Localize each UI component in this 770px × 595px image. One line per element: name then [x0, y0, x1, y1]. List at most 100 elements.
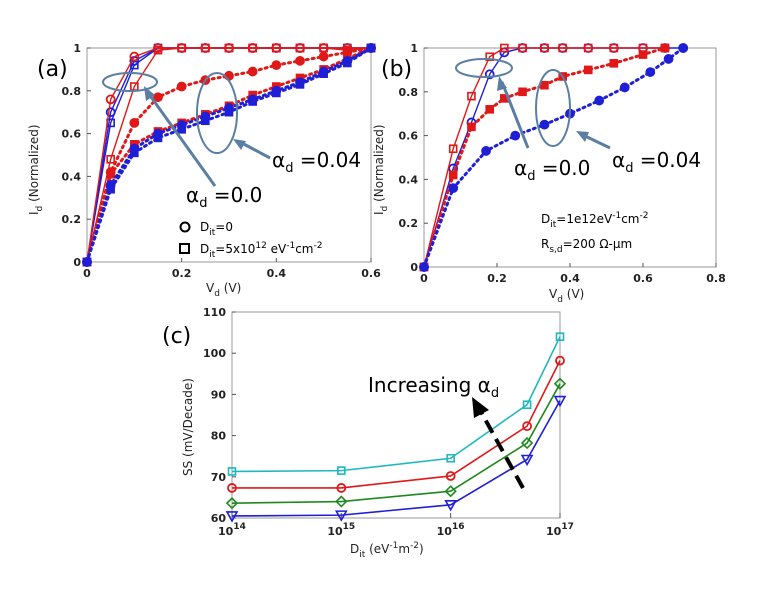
panel-b-series-line-1	[423, 47, 666, 268]
panel-c-ytick-label: 80	[211, 430, 227, 443]
panel-c-ylabel: SS (mV/Decade)	[181, 378, 195, 476]
panel-a-xtick-label: 0.2	[172, 267, 192, 280]
panel-a-series-4-point	[271, 60, 282, 71]
panel-b-series-2-point	[638, 50, 648, 59]
panel-a-series-5-point	[106, 169, 115, 179]
panel-b-series-2-point	[485, 105, 495, 114]
alpha-low-arrowhead	[144, 86, 155, 101]
panel-a-xtick-label: 0.6	[361, 267, 381, 280]
panel-b-ytick-label: 0	[410, 261, 418, 274]
panel-b-label: (b)	[381, 57, 412, 82]
panel-c-red-point	[227, 483, 237, 493]
panel-b-series-1-point	[609, 43, 619, 53]
panel-a-series-4-point	[247, 66, 258, 77]
panel-a-xtick-label: 0	[83, 267, 91, 280]
panel-a-series-3-point	[295, 43, 305, 53]
panel-b-series-3-point	[645, 67, 656, 77]
b-alpha-high-label: αd =0.04	[612, 148, 701, 176]
panel-a-ytick-label: 0.6	[62, 128, 82, 141]
svg-text:Id (Normalized): Id (Normalized)	[27, 124, 45, 215]
panel-a-series-4-point	[318, 51, 329, 62]
panel-b-ylabel: Id (Normalized)	[372, 124, 390, 215]
ylabel-rest: (Normalized)	[27, 124, 41, 201]
panel-c-red-point	[445, 471, 456, 481]
panel-c-blue-point	[520, 454, 534, 467]
panel-b-ytick-label: 0.8	[399, 86, 419, 99]
panel-c-red-point	[555, 355, 565, 366]
panel-c-ytick-label: 60	[211, 512, 227, 525]
panel-b-series-1-point	[540, 43, 549, 53]
panel-b-ytick-label: 0.4	[399, 173, 419, 186]
panel-c-xtick-label: 1016	[437, 522, 465, 538]
panel-a-series-2-point	[105, 94, 116, 105]
panel-b-series-1-point	[518, 43, 527, 53]
increasing-arrowhead	[472, 397, 489, 418]
panel-a-series-7-point	[295, 80, 305, 89]
panel-a-series-3-point	[153, 45, 163, 55]
legend-dit-5e12: Dit=5x1012 eV-1cm-2	[200, 241, 322, 260]
alpha-high-arrowhead	[233, 139, 246, 150]
panel-b-series-1-point	[558, 43, 568, 53]
panel-c-ytick-label: 90	[211, 388, 227, 401]
panel-b-series-3-point	[510, 130, 521, 141]
svg-text:Id (Normalized): Id (Normalized)	[372, 124, 390, 215]
panel-b-ytick-label: 1	[410, 42, 418, 55]
panel-a-ytick-label: 0.8	[62, 85, 82, 98]
legend-square-marker	[179, 243, 190, 254]
panel-a-ytick-label: 0.2	[62, 213, 82, 226]
b-dit-note: Dit=1e12eV-1cm-2	[541, 211, 648, 230]
panel-c-cyan-point	[337, 466, 346, 475]
panel-a-series-3-point	[224, 43, 234, 53]
panel-c-cyan-point	[522, 400, 532, 410]
panel-b-series-3-point	[539, 119, 550, 130]
panel-c-cyan-point	[555, 332, 565, 342]
panel-a-series-3-point	[106, 154, 115, 164]
panel-c-blue-point	[225, 511, 239, 523]
panel-c: 1014 1015 1016 1017 60 70 80 90 100 110 (c) SS (m…	[162, 306, 574, 560]
panel-b-ytick-label: 0.2	[399, 217, 419, 230]
panel-b-series-3-point	[594, 95, 605, 106]
panel-a-ytick-label: 0.4	[62, 170, 82, 183]
panel-b-series-2-point	[540, 80, 549, 90]
legend-dit-zero: Dit=0	[200, 220, 233, 238]
panel-b: 0 0.2 0.4 0.6 0.8 0 0.2 0.4 0.6 0.8 1 (b) Id (Norm…	[372, 42, 726, 305]
b-alpha-low-arrowhead	[497, 76, 507, 91]
panel-b-xlabel: Vd (V)	[549, 287, 584, 305]
panel-c-frame	[231, 311, 561, 519]
panel-b-series-line-3	[422, 46, 685, 269]
panel-c-blue-point	[444, 500, 458, 512]
panel-b-series-3-point	[663, 54, 674, 64]
panel-b-series-1-point	[583, 43, 593, 53]
panel-c-label: (c)	[162, 324, 191, 349]
panel-c-cyan-point	[227, 467, 237, 476]
panel-c-series-line-blue	[231, 400, 561, 517]
b-alpha-low-ellipse	[455, 58, 513, 78]
panel-c-green-point	[335, 495, 348, 508]
panel-a-series-7-point	[201, 116, 210, 126]
panel-a-series-2-point	[129, 51, 140, 62]
panel-c-green-point	[444, 485, 457, 498]
ylabel-sub: d	[35, 206, 45, 212]
panel-b-series-3-point	[419, 262, 429, 272]
svg-text:SS (mV/Decade): SS (mV/Decade)	[181, 378, 195, 476]
panel-c-xtick-label: 1015	[327, 522, 355, 538]
panel-c-green-point	[225, 497, 239, 510]
alpha-low-ellipse	[102, 72, 158, 92]
b-rs-note: Rs,d=200 Ω-μm	[541, 237, 632, 255]
panel-c-ytick-label: 70	[211, 471, 227, 484]
panel-a-series-7-point	[343, 58, 352, 68]
panel-b-series-3-point	[678, 43, 689, 53]
b-alpha-low-label: αd =0.0	[514, 156, 590, 184]
panel-a-series-3-point	[319, 43, 328, 53]
panel-a-series-3-point	[201, 43, 210, 53]
panel-c-ytick-label: 110	[203, 306, 226, 319]
panel-c-red-point	[522, 421, 532, 432]
panel-c-xtick-label: 1017	[546, 522, 574, 538]
panel-a-ylabel: Id (Normalized)	[27, 124, 45, 215]
alpha-high-arrow	[239, 140, 271, 160]
panel-c-xtick-label: 1014	[218, 522, 246, 538]
panel-b-series-3-point	[619, 82, 630, 93]
increasing-alpha-label: Increasing αd	[368, 373, 499, 401]
panel-c-ytick-label: 100	[203, 347, 226, 360]
